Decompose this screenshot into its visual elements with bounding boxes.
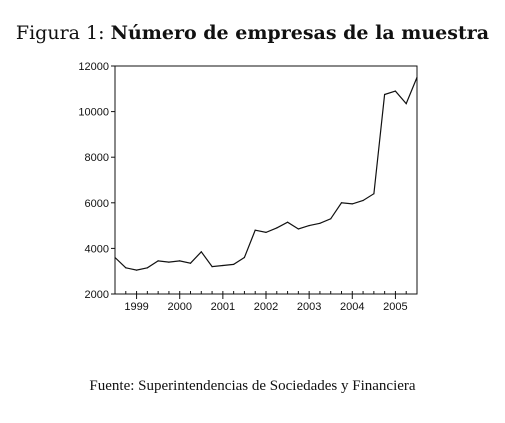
x-tick-label: 2005: [383, 301, 407, 313]
data-point: [222, 264, 224, 267]
x-tick-label: 2004: [340, 301, 364, 313]
data-point: [114, 256, 116, 259]
figure-title: Figura 1: Número de empresas de la muest…: [0, 22, 505, 44]
data-point: [254, 229, 256, 231]
y-tick-label: 12000: [78, 61, 109, 73]
data-point: [157, 260, 159, 262]
figure-source: Fuente: Superintendencias de Sociedades …: [89, 378, 416, 394]
series-line: [114, 77, 418, 271]
x-tick-label: 1999: [124, 301, 148, 313]
y-tick-label: 10000: [78, 107, 109, 119]
y-tick-label: 2000: [85, 289, 109, 301]
data-point: [416, 76, 418, 78]
data-point: [330, 218, 332, 220]
plot-frame: [114, 65, 418, 295]
data-point: [168, 261, 170, 263]
y-tick-label: 8000: [85, 152, 109, 164]
x-tick-label: 2003: [297, 301, 321, 313]
data-point: [200, 251, 202, 253]
data-point: [351, 203, 353, 205]
data-point: [189, 262, 192, 264]
y-tick-label: 4000: [85, 243, 109, 255]
figure-label: Figura 1:: [15, 22, 105, 44]
data-point: [405, 103, 407, 105]
data-point: [125, 267, 127, 269]
data-point: [287, 221, 289, 223]
data-point: [136, 269, 138, 271]
data-point: [373, 193, 375, 195]
data-point: [243, 256, 245, 259]
data-point: [362, 199, 364, 202]
data-point: [340, 202, 343, 204]
data-point: [179, 260, 181, 262]
y-tick-label: 6000: [85, 198, 109, 210]
data-point: [211, 266, 213, 268]
data-point: [297, 228, 299, 230]
data-point: [276, 227, 278, 229]
data-point: [146, 267, 148, 269]
x-tick-label: 2001: [211, 301, 235, 313]
data-point: [394, 90, 396, 92]
x-tick-label: 2002: [254, 301, 278, 313]
x-axis: 1999 2000 2001 2002 2003 2004 2005: [114, 291, 418, 313]
data-point: [308, 225, 310, 227]
data-point: [319, 222, 321, 224]
data-point: [265, 231, 267, 233]
y-axis: 2000 4000 6000 8000 10000 12000: [78, 61, 115, 301]
x-tick-label: 2000: [167, 301, 191, 313]
chart-title: Número de empresas de la muestra: [110, 22, 490, 44]
data-point: [384, 93, 386, 96]
data-point: [233, 263, 235, 265]
